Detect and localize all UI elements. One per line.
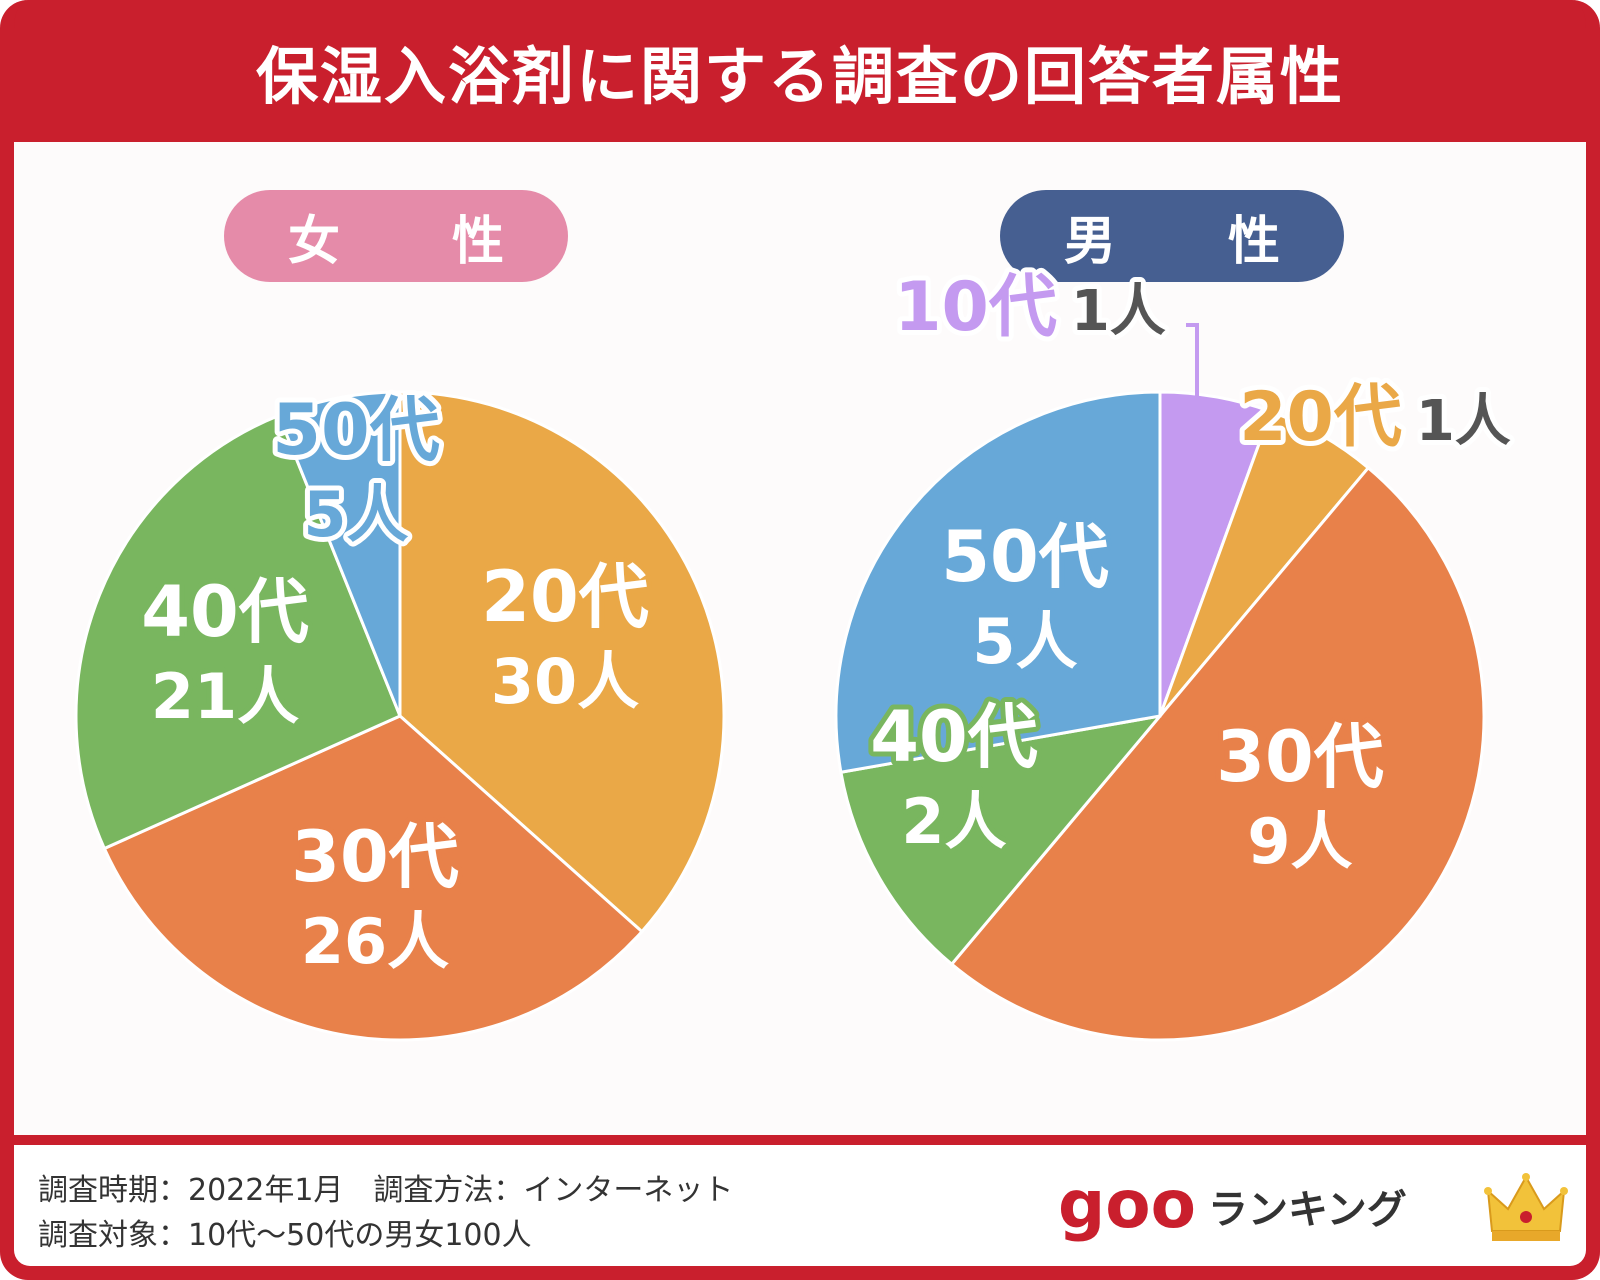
slice-count-label: 5人 [303, 478, 408, 551]
female-pill: 女 性 [224, 190, 568, 282]
slice-age-label: 30代 [1216, 716, 1383, 798]
pie-slice [276, 390, 402, 717]
slice-count-label: 5人 [972, 605, 1077, 678]
pie-slice [839, 713, 1164, 967]
slice-label: 10代 1人 [894, 268, 1166, 347]
slice-count-label: 30人 [491, 645, 639, 718]
logo-ranking: ランキング [1208, 1187, 1407, 1233]
logo-goo: goo [1058, 1166, 1196, 1243]
slice-count-label: 9人 [1247, 805, 1352, 878]
pie-slice [949, 465, 1485, 1041]
leader-line [1186, 323, 1199, 398]
pie-slice [834, 390, 1162, 774]
pie-slice [398, 390, 726, 934]
slice-label: 20代 1人 [1239, 378, 1511, 457]
slice-age-label: 40代 [870, 696, 1037, 778]
pie-0 [74, 390, 726, 1042]
survey-period-note: 調査時期：2022年1月 調査方法：インターネット [38, 1173, 734, 1208]
male-pill: 男 性 [1000, 190, 1344, 282]
footer: 調査時期：2022年1月 調査方法：インターネット 調査対象：10代〜50代の男… [14, 1145, 1586, 1266]
page-title: 保湿入浴剤に関する調査の回答者属性 [255, 40, 1344, 113]
slice-age-label: 50代 [941, 516, 1108, 598]
male-pill-label: 男 性 [1063, 211, 1310, 272]
slice-count-label: 2人 [901, 785, 1006, 858]
pie-1 [834, 390, 1485, 1041]
pie-slice [74, 413, 402, 851]
crown-icon [1484, 1173, 1568, 1241]
slice-age-label: 30代 [291, 816, 458, 898]
slice-age-label: 40代 [141, 571, 308, 653]
pie-slice [102, 714, 645, 1042]
female-pill-label: 女 性 [287, 211, 534, 272]
slice-age-label: 20代 [481, 556, 648, 638]
slice-age-label: 50代 [272, 389, 439, 471]
slice-count-label: 26人 [301, 905, 449, 978]
survey-target-note: 調査対象：10代〜50代の男女100人 [38, 1218, 532, 1253]
goo-ranking-logo: goo ランキング [1058, 1166, 1568, 1243]
slice-count-label: 21人 [151, 660, 299, 733]
